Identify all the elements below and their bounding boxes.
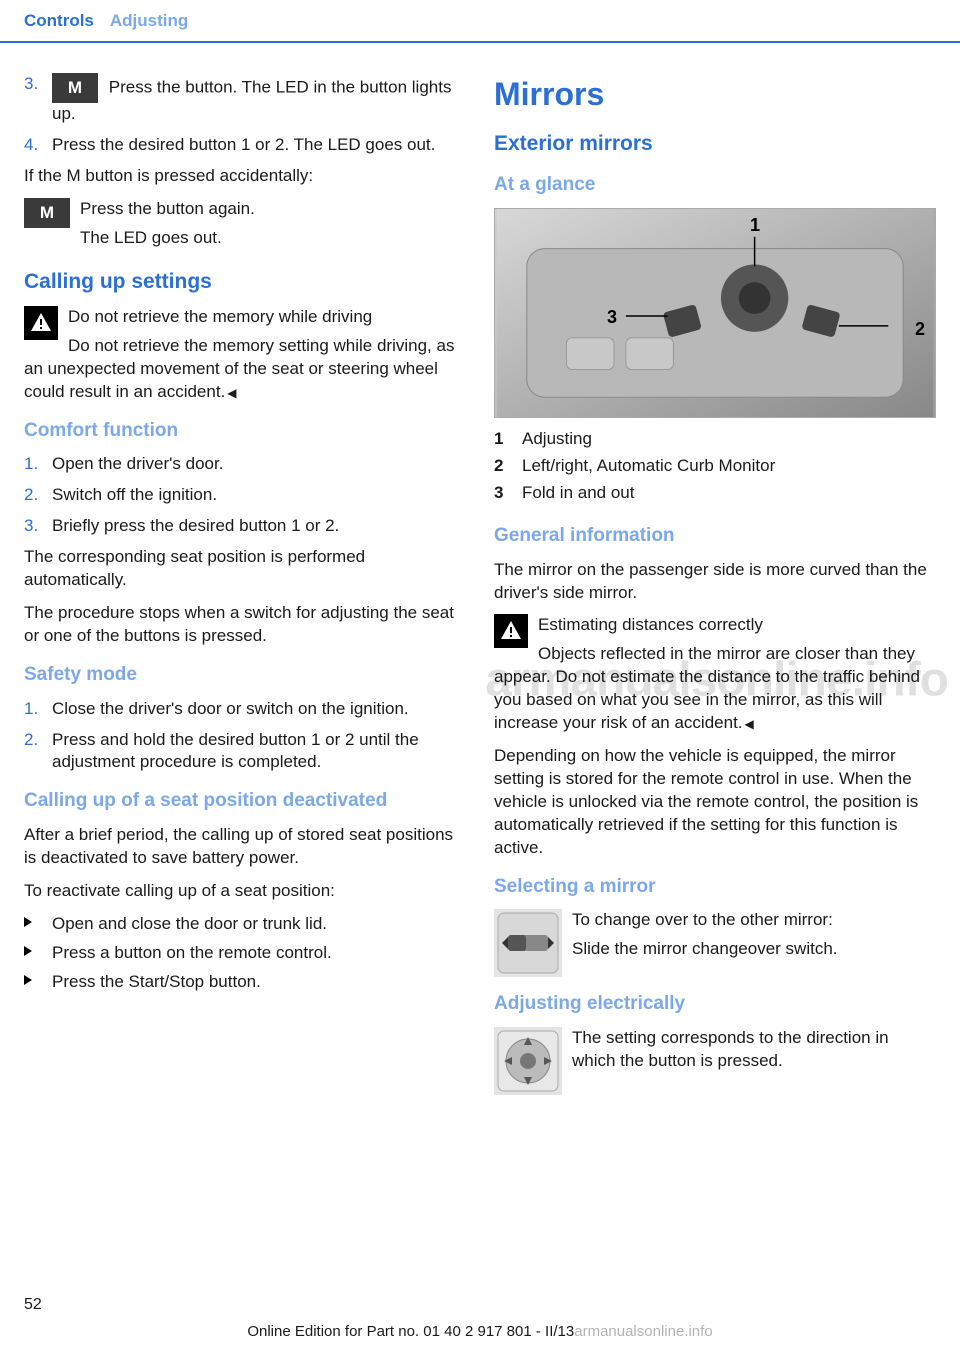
content-columns: 3. M Press the button. The LED in the bu… (0, 43, 960, 1107)
heading-deactivated: Calling up of a seat position deactivate… (24, 788, 466, 814)
bullet-2: Press a button on the remote control. (24, 942, 466, 965)
fig-label-3: 3 (607, 305, 617, 329)
tab-adjusting: Adjusting (110, 10, 188, 33)
step-text: Press the desired button 1 or 2. The LED… (52, 134, 466, 157)
selecting-block: To change over to the other mirror: Slid… (494, 909, 936, 977)
bullet-icon (24, 971, 52, 985)
page-footer: 52 Online Edition for Part no. 01 40 2 9… (0, 1294, 960, 1342)
comfort-step-1: 1. Open the driver's door. (24, 453, 466, 476)
step-number: 1. (24, 453, 52, 476)
dial-figure (494, 1027, 562, 1095)
press-again: Press the button again. (24, 198, 466, 221)
comfort-step-2: 2. Switch off the ignition. (24, 484, 466, 507)
heading-selecting: Selecting a mirror (494, 874, 936, 900)
left-column: 3. M Press the button. The LED in the bu… (24, 73, 466, 1107)
comfort-p1: The corresponding seat position is perfo… (24, 546, 466, 592)
bullet-1: Open and close the door or trunk lid. (24, 913, 466, 936)
legend-text: Fold in and out (522, 482, 634, 505)
step-number: 1. (24, 698, 52, 721)
page-header: Controls Adjusting (0, 0, 960, 43)
heading-calling-up: Calling up settings (24, 268, 466, 296)
tab-controls: Controls (24, 10, 94, 33)
step-3: 3. M Press the button. The LED in the bu… (24, 73, 466, 126)
heading-adj-elec: Adjusting electrically (494, 991, 936, 1017)
fig-label-1: 1 (750, 213, 760, 237)
step-body: M Press the button. The LED in the butto… (52, 73, 466, 126)
right-column: Mirrors Exterior mirrors At a glance (494, 73, 936, 1107)
bullet-icon (24, 942, 52, 956)
led-goes-out: The LED goes out. (24, 227, 466, 250)
warning-block: Do not retrieve the memory while driving… (24, 306, 466, 404)
step-number: 2. (24, 729, 52, 752)
heading-at-a-glance: At a glance (494, 172, 936, 198)
step-text: Press and hold the desired button 1 or 2… (52, 729, 466, 775)
bullet-text: Press the Start/Stop button. (52, 971, 261, 994)
comfort-step-3: 3. Briefly press the desired button 1 or… (24, 515, 466, 538)
warning-block-2: Estimating distances correctly Objects r… (494, 614, 936, 735)
warning-icon (24, 306, 58, 340)
step-text: Switch off the ignition. (52, 484, 466, 507)
footer-line: Online Edition for Part no. 01 40 2 917 … (24, 1322, 936, 1342)
safety-step-2: 2. Press and hold the desired button 1 o… (24, 729, 466, 775)
legend-3: 3 Fold in and out (494, 482, 936, 505)
deact-p1: After a brief period, the calling up of … (24, 824, 466, 870)
step-number: 2. (24, 484, 52, 507)
mirror-control-figure: 1 2 3 (494, 208, 936, 418)
heading-comfort: Comfort function (24, 418, 466, 444)
bullet-icon (24, 913, 52, 927)
step-text: Open the driver's door. (52, 453, 466, 476)
legend-text: Adjusting (522, 428, 592, 451)
m-button-icon: M (24, 198, 70, 228)
warn-title: Estimating distances correctly (494, 614, 936, 637)
bullet-text: Press a button on the remote control. (52, 942, 332, 965)
heading-exterior: Exterior mirrors (494, 130, 936, 158)
warn-body: Do not retrieve the memory setting while… (24, 335, 466, 404)
warn-title: Do not retrieve the memory while driving (24, 306, 466, 329)
bullet-text: Open and close the door or trunk lid. (52, 913, 327, 936)
warning-icon (494, 614, 528, 648)
footer-watermark: armanualsonline.info (574, 1323, 712, 1340)
bullet-3: Press the Start/Stop button. (24, 971, 466, 994)
general-p2: Depending on how the vehicle is equipped… (494, 745, 936, 860)
legend-1: 1 Adjusting (494, 428, 936, 451)
legend-text: Left/right, Automatic Curb Monitor (522, 455, 775, 478)
deact-p2: To reactivate calling up of a seat posit… (24, 880, 466, 903)
heading-mirrors: Mirrors (494, 73, 936, 116)
legend-num: 1 (494, 428, 522, 451)
step-text: Close the driver's door or switch on the… (52, 698, 466, 721)
m-button-icon: M (52, 73, 98, 103)
step-text: Briefly press the desired button 1 or 2. (52, 515, 466, 538)
accidental-text: If the M button is pressed accidentally: (24, 165, 466, 188)
mirror-control-svg (495, 209, 935, 417)
step-number: 4. (24, 134, 52, 157)
fig-label-2: 2 (915, 317, 925, 341)
legend-num: 3 (494, 482, 522, 505)
step-number: 3. (24, 515, 52, 538)
step-text: Press the button. The LED in the button … (52, 77, 451, 123)
warn-body: Objects reflected in the mirror are clos… (494, 643, 936, 735)
safety-step-1: 1. Close the driver's door or switch on … (24, 698, 466, 721)
step-number: 3. (24, 73, 52, 96)
general-p1: The mirror on the passenger side is more… (494, 559, 936, 605)
page-number: 52 (24, 1294, 936, 1316)
legend-2: 2 Left/right, Automatic Curb Monitor (494, 455, 936, 478)
switch-figure (494, 909, 562, 977)
heading-general: General information (494, 523, 936, 549)
heading-safety: Safety mode (24, 662, 466, 688)
legend-num: 2 (494, 455, 522, 478)
m-block: M Press the button again. The LED goes o… (24, 198, 466, 250)
comfort-p2: The procedure stops when a switch for ad… (24, 602, 466, 648)
step-4: 4. Press the desired button 1 or 2. The … (24, 134, 466, 157)
adj-elec-block: The setting corresponds to the direction… (494, 1027, 936, 1095)
